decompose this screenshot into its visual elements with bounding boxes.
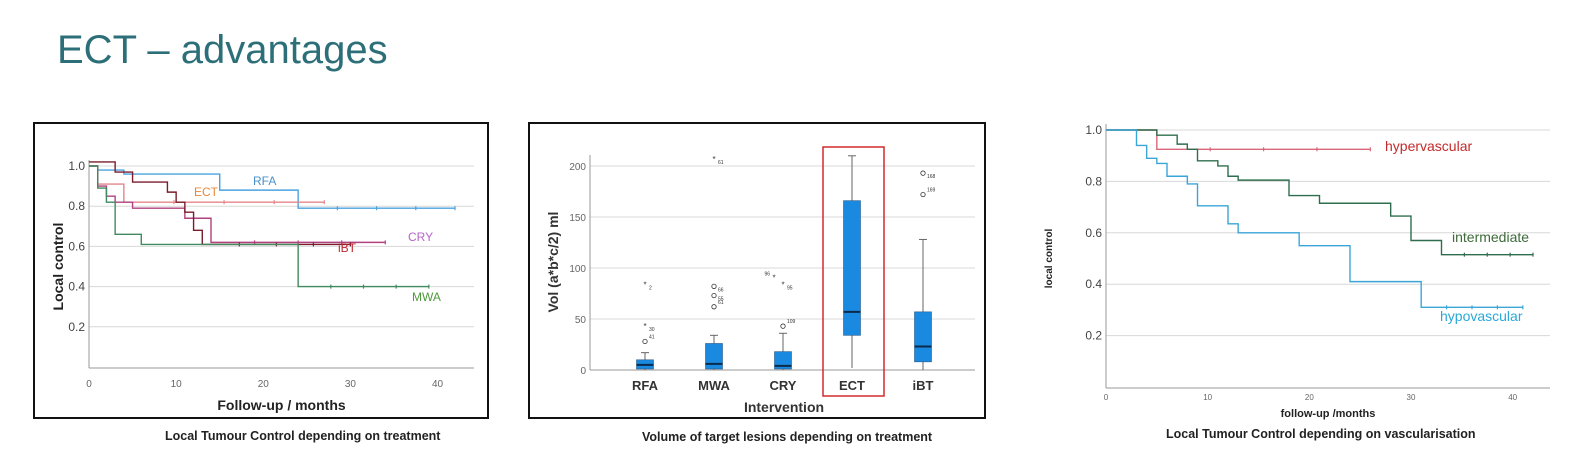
highlight-box-ect bbox=[822, 146, 885, 397]
x-tick-label: 10 bbox=[1203, 393, 1212, 402]
series-label-rfa: RFA bbox=[253, 174, 276, 188]
outlier bbox=[711, 292, 717, 299]
y-tick-label: 0.4 bbox=[68, 280, 85, 294]
x-tick-label: 20 bbox=[258, 379, 270, 390]
box-ibt bbox=[914, 311, 932, 363]
series-label-hypervascular: hypervascular bbox=[1385, 138, 1472, 154]
y-tick-label: 100 bbox=[569, 264, 586, 275]
outlier-label: 41 bbox=[649, 334, 655, 340]
y-tick-label: 0.6 bbox=[68, 239, 85, 253]
outlier-extreme: * bbox=[643, 322, 646, 331]
y-tick-label: 0.8 bbox=[68, 199, 85, 213]
outlier-extreme: * bbox=[643, 280, 646, 289]
outlier-extreme: * bbox=[781, 280, 784, 289]
x-tick-label: 0 bbox=[1104, 393, 1109, 402]
caption-volume: Volume of target lesions depending on tr… bbox=[642, 430, 933, 444]
y-axis-label: Local control bbox=[50, 223, 66, 311]
x-tick-label: 20 bbox=[1305, 393, 1314, 402]
x-tick-label: 40 bbox=[432, 379, 444, 390]
y-tick-label: 1.0 bbox=[1085, 123, 1102, 137]
outlier-label: 55 bbox=[718, 297, 724, 303]
x-tick-label: 0 bbox=[86, 379, 92, 390]
y-tick-label: 0.6 bbox=[1085, 226, 1102, 240]
caption-vascularisation: Local Tumour Control depending on vascul… bbox=[1166, 427, 1476, 441]
series-line-mwa bbox=[89, 165, 429, 288]
category-label: RFA bbox=[632, 378, 659, 393]
chart-frame-treatment bbox=[33, 122, 489, 419]
y-tick-label: 200 bbox=[569, 162, 586, 173]
y-tick-label: 50 bbox=[575, 315, 587, 326]
x-axis-label: Follow-up / months bbox=[217, 397, 346, 413]
series-line-hypovascular bbox=[1106, 129, 1523, 309]
outlier-label: 30 bbox=[649, 327, 655, 333]
y-axis-label: Vol (a*b*c/2) ml bbox=[545, 212, 561, 313]
y-tick-label: 0.2 bbox=[68, 320, 85, 334]
category-label: MWA bbox=[698, 378, 730, 393]
box-mwa bbox=[705, 343, 723, 370]
y-tick-label: 0 bbox=[580, 366, 586, 377]
category-label: iBT bbox=[913, 378, 934, 393]
x-tick-label: 30 bbox=[345, 379, 357, 390]
outlier-label: 61 bbox=[718, 160, 724, 166]
box-ect bbox=[843, 200, 861, 336]
x-axis-label: Intervention bbox=[744, 399, 824, 415]
slide-title: ECT – advantages bbox=[57, 28, 388, 72]
x-tick-label: 10 bbox=[171, 379, 183, 390]
series-line-intermediate bbox=[1106, 129, 1533, 256]
y-axis-label: local control bbox=[1044, 229, 1055, 289]
series-line-cry bbox=[89, 165, 386, 244]
series-label-intermediate: intermediate bbox=[1452, 229, 1529, 245]
x-axis-label: follow-up /months bbox=[1281, 408, 1376, 420]
series-label-mwa: MWA bbox=[412, 290, 441, 304]
outlier-label: 109 bbox=[787, 319, 796, 325]
outlier-extreme: * bbox=[712, 155, 715, 164]
outlier-label: 66 bbox=[718, 287, 724, 293]
outlier bbox=[711, 283, 717, 289]
category-label: CRY bbox=[770, 378, 797, 393]
y-tick-label: 0.4 bbox=[1085, 277, 1102, 291]
outlier bbox=[711, 304, 717, 310]
y-tick-label: 150 bbox=[569, 213, 586, 224]
series-line-hypervascular bbox=[1106, 129, 1371, 150]
box-cry bbox=[774, 351, 792, 370]
series-line-ibt bbox=[89, 161, 351, 246]
outlier-label: 96 bbox=[764, 271, 770, 277]
x-tick-label: 40 bbox=[1508, 393, 1517, 402]
outlier bbox=[780, 323, 786, 329]
outlier-label: 168 bbox=[927, 174, 936, 180]
series-label-ibt: iBT bbox=[338, 241, 357, 255]
category-label: ECT bbox=[839, 378, 865, 393]
outlier-label: 169 bbox=[927, 188, 936, 194]
series-label-hypovascular: hypovascular bbox=[1440, 308, 1523, 324]
y-tick-label: 0.2 bbox=[1085, 329, 1102, 343]
outlier-label: 2 bbox=[649, 285, 652, 291]
y-tick-label: 0.8 bbox=[1085, 174, 1102, 188]
outlier bbox=[642, 338, 648, 345]
outlier-label: 61 bbox=[718, 300, 724, 306]
caption-treatment: Local Tumour Control depending on treatm… bbox=[165, 429, 441, 443]
outlier bbox=[920, 170, 926, 176]
y-tick-label: 1.0 bbox=[68, 159, 85, 173]
series-label-ect: ECT bbox=[194, 185, 219, 199]
outlier bbox=[920, 191, 926, 198]
chart-frame-volume bbox=[528, 122, 986, 419]
outlier-extreme: * bbox=[772, 273, 775, 282]
x-tick-label: 30 bbox=[1407, 393, 1416, 402]
outlier-label: 95 bbox=[787, 285, 793, 291]
series-label-cry: CRY bbox=[408, 230, 433, 244]
